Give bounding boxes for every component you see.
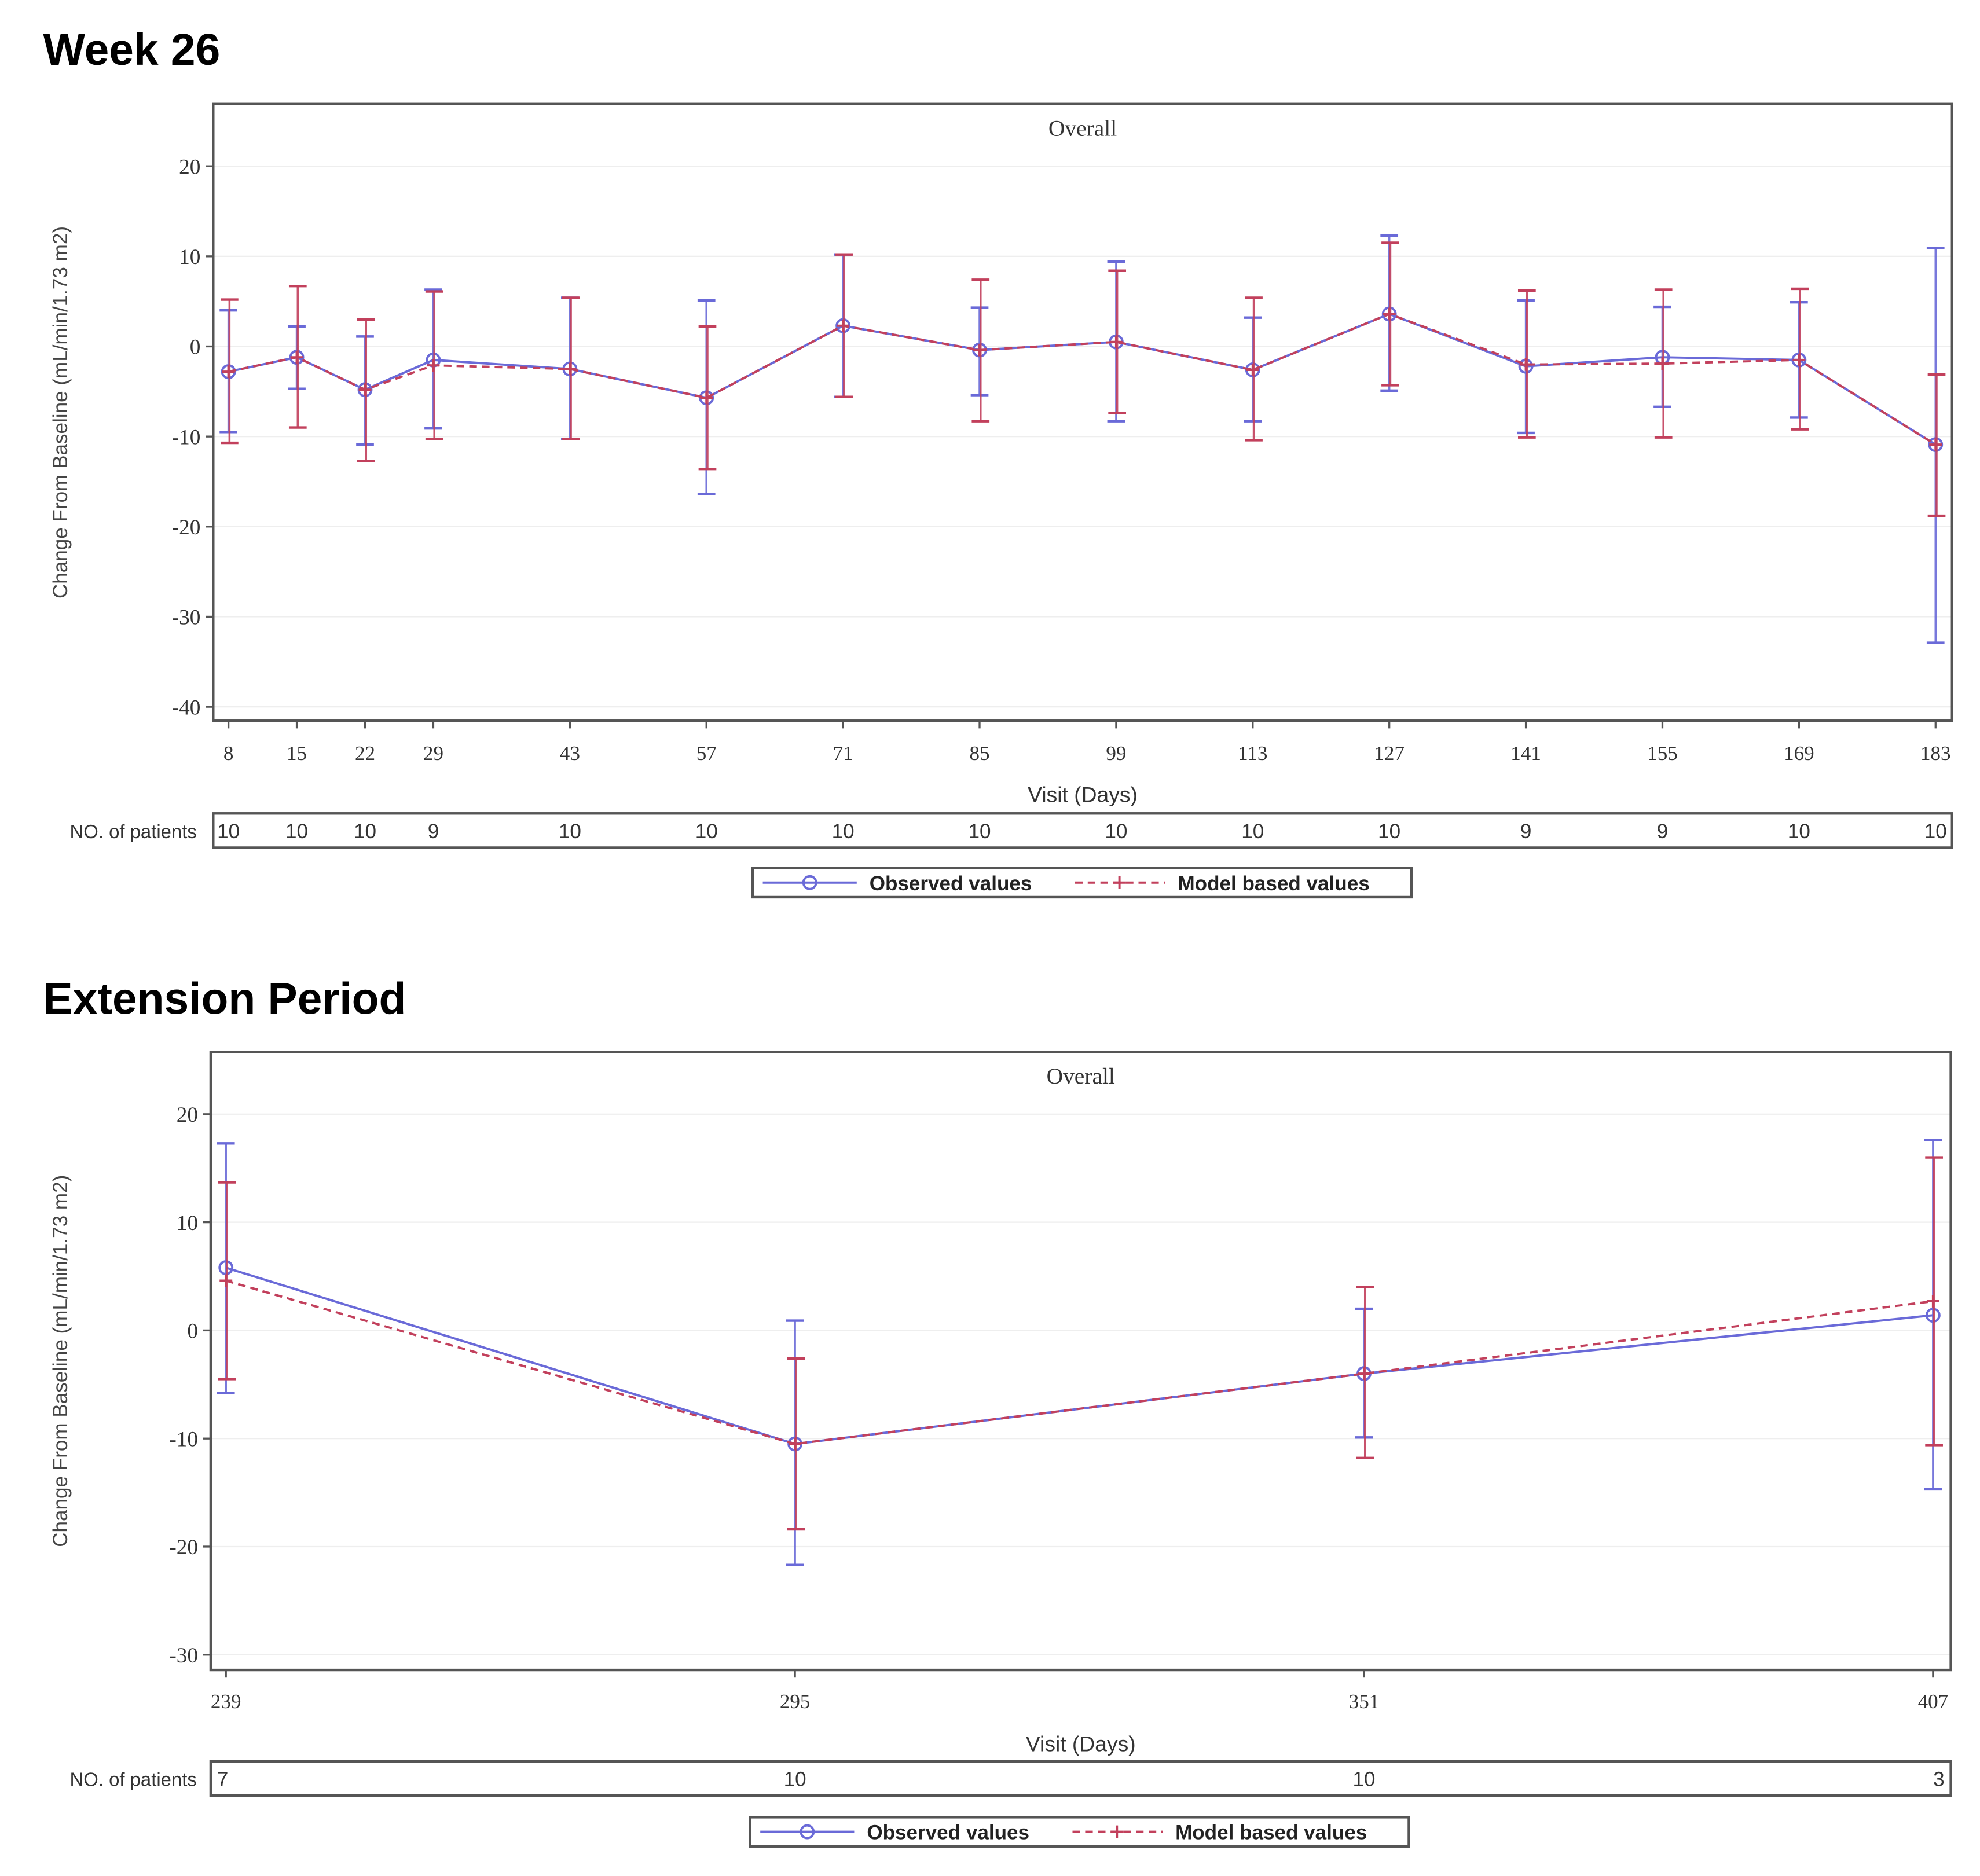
model-point — [837, 319, 850, 332]
patient-count: 7 — [217, 1768, 229, 1791]
x-tick-label: 15 — [287, 742, 307, 765]
x-tick-label: 295 — [780, 1690, 811, 1713]
patient-count: 9 — [1657, 820, 1669, 843]
model-point — [973, 343, 986, 357]
legend-observed-marker — [800, 1824, 815, 1840]
x-tick-label: 71 — [833, 742, 853, 765]
heading-extension-period: Extension Period — [43, 974, 406, 1025]
y-axis-label: Change From Baseline (mL/min/1.73 m2) — [49, 226, 72, 599]
x-tick-label: 169 — [1784, 742, 1814, 765]
x-tick-label: 113 — [1238, 742, 1267, 765]
x-tick-label: 141 — [1510, 742, 1541, 765]
patients-row-label: NO. of patients — [70, 1769, 197, 1790]
patient-count: 10 — [969, 820, 991, 843]
y-tick-label: -10 — [169, 1427, 198, 1451]
y-tick-label: 10 — [179, 245, 200, 269]
model-point — [1792, 353, 1806, 366]
x-tick-label: 183 — [1920, 742, 1951, 765]
y-tick-label: 10 — [177, 1211, 198, 1235]
x-tick-label: 239 — [211, 1690, 241, 1713]
legend-model-label: Model based values — [1175, 1822, 1367, 1844]
patient-count: 10 — [217, 820, 240, 843]
legend-observed-label: Observed values — [870, 872, 1032, 895]
x-tick-label: 351 — [1349, 1690, 1380, 1713]
plot-frame — [209, 1051, 1952, 1672]
patient-count: 3 — [1933, 1768, 1945, 1791]
model-point — [789, 1437, 802, 1451]
y-tick-label: 20 — [177, 1103, 198, 1127]
y-axis-label: Change From Baseline (mL/min/1.73 m2) — [49, 1175, 72, 1547]
model-point — [1929, 438, 1942, 451]
patients-box — [209, 1760, 1952, 1797]
model-point — [1109, 335, 1123, 348]
legend-model-label: Model based values — [1178, 872, 1369, 895]
patient-count: 10 — [695, 820, 718, 843]
heading-week-26: Week 26 — [43, 25, 221, 75]
legend-model-marker — [1113, 876, 1126, 889]
patient-count: 10 — [1378, 820, 1400, 843]
model-point — [1656, 357, 1669, 370]
y-tick-label: -10 — [172, 425, 201, 449]
chart-week-26: 20 10 0 -10 -20 -30 -40 Overall Change From Base… — [49, 102, 1953, 899]
y-tick-label: 20 — [179, 155, 200, 179]
patient-count: 10 — [1924, 820, 1947, 843]
patients-row-label: NO. of patients — [70, 821, 197, 842]
y-tick-label: -30 — [172, 606, 201, 630]
model-point — [700, 391, 713, 405]
x-tick-label: 43 — [560, 742, 580, 765]
x-axis-label: Visit (Days) — [1028, 783, 1138, 807]
model-point — [1519, 358, 1532, 371]
patient-count: 10 — [832, 820, 855, 843]
patient-count: 10 — [1241, 820, 1264, 843]
x-axis-label: Visit (Days) — [1026, 1731, 1136, 1756]
y-tick-label: -40 — [172, 696, 201, 719]
y-tick-label: -30 — [169, 1644, 198, 1668]
x-tick-label: 29 — [423, 742, 443, 765]
y-tick-label: -20 — [169, 1536, 198, 1559]
x-tick-label: 8 — [223, 742, 234, 765]
model-point — [1358, 1367, 1370, 1381]
y-tick-label: 0 — [190, 336, 201, 359]
model-point — [358, 383, 372, 397]
x-tick-label: 22 — [355, 742, 375, 765]
model-point — [427, 359, 440, 372]
y-tick-label: 0 — [187, 1320, 198, 1343]
patient-count: 9 — [1520, 820, 1532, 843]
patient-count: 10 — [354, 820, 376, 843]
x-tick-label: 155 — [1647, 742, 1678, 765]
patient-count: 10 — [784, 1768, 806, 1791]
y-tick-label: -20 — [172, 516, 201, 539]
legend-model-marker — [1110, 1825, 1124, 1838]
model-point — [563, 362, 577, 376]
x-tick-label: 85 — [969, 742, 989, 765]
plot-title: Overall — [1047, 1063, 1115, 1089]
model-point — [1246, 364, 1259, 376]
x-tick-label: 127 — [1374, 742, 1405, 765]
plot-title: Overall — [1048, 116, 1117, 141]
observed-line — [225, 1266, 1934, 1445]
patient-count: 10 — [559, 820, 581, 843]
legend-observed-marker — [802, 875, 817, 890]
patient-count: 10 — [285, 820, 308, 843]
patient-count: 9 — [428, 820, 439, 843]
model-point — [222, 365, 235, 379]
legend-box — [749, 1816, 1410, 1848]
model-point — [219, 1274, 233, 1287]
plot-frame — [212, 102, 1953, 722]
model-point — [290, 351, 303, 364]
patient-count: 10 — [1352, 1768, 1375, 1791]
patients-box — [212, 812, 1953, 849]
patient-count: 10 — [1105, 820, 1127, 843]
model-point — [1926, 1295, 1939, 1308]
x-tick-label: 57 — [696, 742, 717, 765]
patient-count: 10 — [1788, 820, 1810, 843]
model-line — [225, 1279, 1934, 1445]
model-point — [1383, 307, 1396, 321]
x-tick-label: 99 — [1106, 742, 1126, 765]
legend-observed-label: Observed values — [867, 1822, 1029, 1844]
x-tick-label: 407 — [1918, 1690, 1949, 1713]
